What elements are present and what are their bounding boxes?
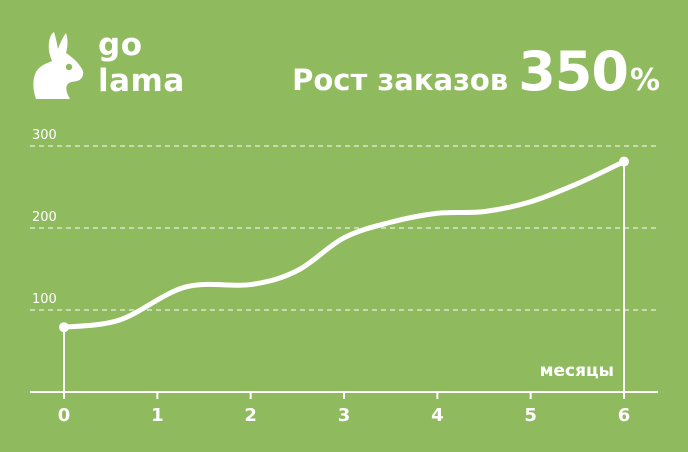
x-tick-label: 6 <box>618 405 631 426</box>
end-point <box>619 156 629 167</box>
grid-lines <box>30 145 658 311</box>
x-tick-label: 3 <box>338 405 351 426</box>
logo-word-go: go <box>98 27 143 63</box>
x-tick-label: 0 <box>58 405 71 426</box>
series-points <box>59 156 629 333</box>
start-point <box>59 322 69 333</box>
headline-value: 350 <box>518 40 629 103</box>
x-axis-label: месяцы <box>540 361 614 381</box>
llama-logo-icon <box>33 32 84 99</box>
headline-unit: % <box>629 63 660 98</box>
y-tick-label: 300 <box>32 128 57 143</box>
y-axis-ticks: 100 200 300 <box>32 128 57 307</box>
logo-word-lama: lama <box>98 63 185 99</box>
x-tick-label: 1 <box>151 405 164 426</box>
logo: go lama <box>30 30 210 102</box>
headline-text: Рост заказов <box>292 63 509 97</box>
y-tick-label: 100 <box>32 292 57 307</box>
x-axis-ticks: 0 1 2 3 4 5 6 <box>58 392 631 426</box>
x-tick-label: 4 <box>431 405 444 426</box>
y-tick-label: 200 <box>32 210 57 225</box>
x-tick-label: 5 <box>524 405 537 426</box>
x-tick-label: 2 <box>244 405 257 426</box>
series-line <box>61 159 627 330</box>
headline: Рост заказов 350% <box>292 40 660 103</box>
